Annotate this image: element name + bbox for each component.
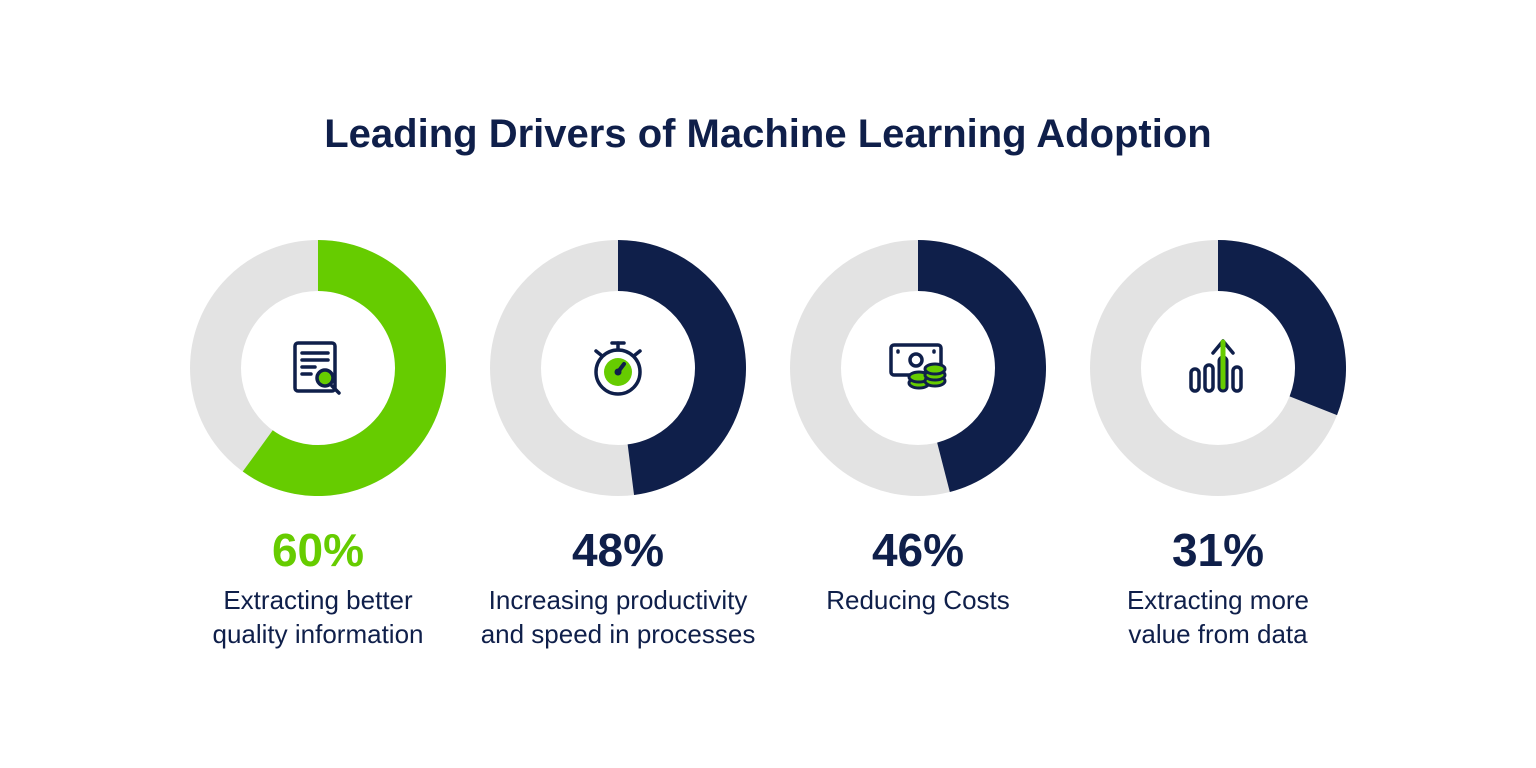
page-title: Leading Drivers of Machine Learning Adop… [324, 112, 1212, 156]
donut-value-slice [1217, 240, 1346, 416]
percentage-label: 31% [1171, 524, 1265, 576]
document-search-icon [283, 333, 353, 403]
driver-description: Extracting more value from data [1048, 583, 1388, 651]
donut-value-slice [242, 240, 446, 496]
percentage-label: 46% [871, 524, 965, 576]
description-line: Extracting more [1126, 585, 1310, 615]
donut-chart-1 [190, 240, 446, 496]
donut-chart-3 [790, 240, 1046, 496]
description-line: Extracting better [223, 585, 413, 615]
stopwatch-icon [583, 333, 653, 403]
description-line: Reducing Costs [826, 585, 1010, 615]
driver-description: Extracting better quality information [148, 583, 488, 651]
money-coins-icon [883, 333, 953, 403]
donut-chart-2 [490, 240, 746, 496]
description-line: and speed in processes [480, 619, 756, 649]
growth-bars-icon [1183, 333, 1253, 403]
description-line: value from data [1128, 619, 1308, 649]
driver-description: Reducing Costs [748, 583, 1088, 617]
donut-value-slice [617, 240, 746, 495]
donut-value-slice [917, 240, 1046, 492]
percentage-label: 60% [271, 524, 365, 576]
description-line: Increasing productivity [488, 585, 748, 615]
percentage-label: 48% [571, 524, 665, 576]
description-line: quality information [212, 619, 424, 649]
donut-chart-4 [1090, 240, 1346, 496]
driver-description: Increasing productivity and speed in pro… [448, 583, 788, 651]
